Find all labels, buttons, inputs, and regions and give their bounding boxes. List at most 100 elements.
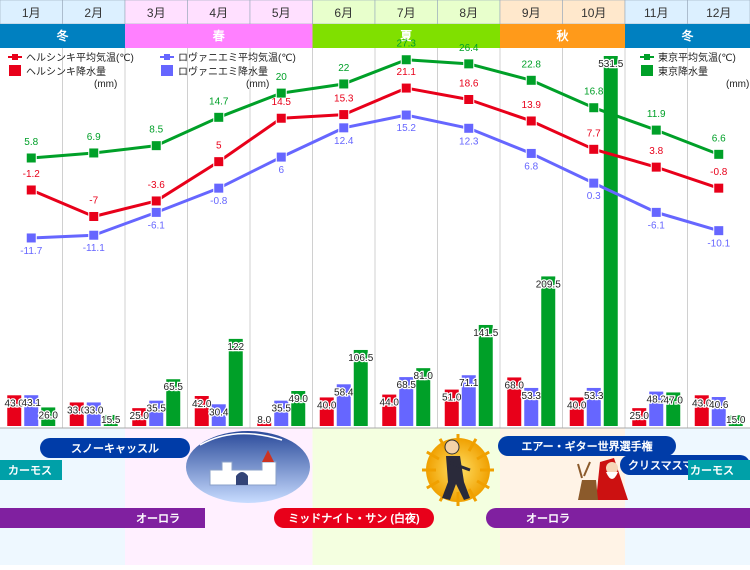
- temperature-value-label: -3.6: [148, 180, 166, 191]
- temperature-marker: [526, 148, 536, 158]
- temperature-value-label: -1.2: [23, 169, 41, 180]
- temperature-value-label: 12.4: [334, 136, 354, 147]
- temperature-marker: [151, 141, 161, 151]
- precip-value-label: 43.1: [22, 398, 42, 409]
- legend-text: 東京降水量: [658, 65, 708, 78]
- month-label: 10月: [581, 6, 606, 20]
- temperature-marker: [401, 110, 411, 120]
- precip-value-label: 65.5: [164, 382, 184, 393]
- season-label: 冬: [681, 28, 693, 43]
- event-midnight-sun-label: ミッドナイト・サン (白夜): [288, 511, 420, 525]
- temperature-marker: [276, 152, 286, 162]
- temperature-marker: [26, 153, 36, 163]
- temperature-marker: [89, 230, 99, 240]
- temperature-value-label: 22: [338, 63, 350, 74]
- temperature-value-label: 27.3: [397, 39, 417, 50]
- temperature-marker: [26, 185, 36, 195]
- legend-marker-swatch: [12, 54, 18, 60]
- temperature-marker: [589, 103, 599, 113]
- precip-value-label: 68.0: [505, 380, 525, 391]
- temperature-marker: [339, 110, 349, 120]
- precip-value-label: 141.5: [473, 328, 498, 339]
- legend-text: 東京平均気温(℃): [658, 51, 736, 64]
- event-aurora-left-label: オーロラ: [136, 512, 180, 525]
- season-label: 秋: [556, 28, 569, 43]
- precip-value-label: 15.0: [726, 415, 746, 426]
- precip-value-label: 53.3: [584, 391, 604, 402]
- temperature-value-label: -11.7: [20, 246, 42, 257]
- temperature-marker: [214, 183, 224, 193]
- event-kaamos-left-label: カーモス: [8, 464, 52, 477]
- temperature-value-label: 8.5: [149, 125, 163, 136]
- event-column-bg: [688, 428, 750, 565]
- precip-value-label: 8.0: [257, 415, 271, 426]
- temperature-marker: [276, 113, 286, 123]
- legend-marker-swatch: [164, 54, 170, 60]
- season-label: 春: [212, 28, 226, 43]
- month-label: 2月: [84, 6, 103, 20]
- precip-value-label: 44.0: [380, 398, 400, 409]
- event-air-guitar-label: エアー・ギター世界選手権: [521, 439, 652, 453]
- legend-unit: (mm): [726, 79, 749, 90]
- event-aurora-right-label: オーロラ: [526, 512, 570, 525]
- legend-bar-swatch: [9, 65, 21, 76]
- temperature-marker: [589, 144, 599, 154]
- precip-value-label: 47.0: [664, 395, 684, 406]
- month-label: 11月: [644, 6, 668, 20]
- guitarist-head: [445, 440, 459, 454]
- temperature-marker: [339, 123, 349, 133]
- temperature-value-label: 3.8: [649, 146, 663, 157]
- month-label: 9月: [522, 6, 541, 20]
- temperature-marker: [714, 226, 724, 236]
- temperature-marker: [401, 55, 411, 65]
- month-label: 7月: [397, 6, 416, 20]
- temperature-marker: [339, 79, 349, 89]
- temperature-marker: [651, 207, 661, 217]
- temperature-marker: [214, 157, 224, 167]
- precip-value-label: 53.3: [522, 391, 542, 402]
- precip-value-label: 106.5: [348, 353, 373, 364]
- precip-value-label: 30.4: [209, 407, 229, 418]
- temperature-value-label: 12.3: [459, 136, 479, 147]
- temperature-value-label: 14.7: [209, 96, 229, 107]
- precip-value-label: 58.4: [334, 387, 354, 398]
- precip-value-label: 40.6: [709, 400, 729, 411]
- precip-value-label: 26.0: [39, 410, 59, 421]
- temperature-value-label: 6.8: [524, 161, 538, 172]
- temperature-value-label: 6.9: [87, 132, 101, 143]
- temperature-marker: [464, 123, 474, 133]
- temperature-value-label: -0.8: [210, 196, 228, 207]
- temperature-value-label: 13.9: [522, 100, 542, 111]
- temperature-value-label: 22.8: [522, 59, 542, 70]
- temperature-value-label: 6.6: [712, 133, 726, 144]
- plot-column-bg: [625, 48, 688, 428]
- temperature-marker: [651, 162, 661, 172]
- temperature-value-label: 15.3: [334, 94, 354, 105]
- legend-text: ヘルシンキ降水量: [26, 65, 106, 78]
- temperature-marker: [151, 207, 161, 217]
- temperature-value-label: -6.1: [148, 220, 166, 231]
- precip-value-label: 40.0: [317, 400, 337, 411]
- temperature-value-label: 11.9: [647, 109, 666, 120]
- month-label: 12月: [706, 6, 731, 20]
- temperature-marker: [714, 183, 724, 193]
- temperature-value-label: 5.8: [24, 137, 38, 148]
- precip-value-label: 81.0: [414, 371, 434, 382]
- temperature-marker: [714, 149, 724, 159]
- temperature-value-label: 7.7: [587, 128, 601, 139]
- month-label: 1月: [22, 6, 41, 20]
- precip-value-label: 25.0: [630, 411, 650, 422]
- temperature-value-label: 18.6: [459, 78, 479, 89]
- temperature-value-label: 16.8: [584, 87, 604, 98]
- precip-value-label: 71.1: [459, 378, 479, 389]
- legend-text: ロヴァニエミ降水量: [178, 65, 268, 78]
- month-label: 8月: [459, 6, 478, 20]
- temperature-value-label: -7: [89, 195, 98, 206]
- temperature-marker: [464, 59, 474, 69]
- temperature-value-label: 20: [276, 72, 288, 83]
- temperature-marker: [151, 196, 161, 206]
- temperature-marker: [526, 116, 536, 126]
- temperature-marker: [89, 211, 99, 221]
- precip-bar: [479, 325, 493, 426]
- month-label: 5月: [272, 6, 291, 20]
